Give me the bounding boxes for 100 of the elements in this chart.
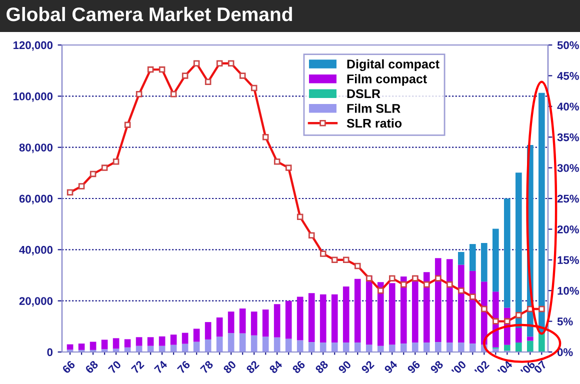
bar xyxy=(239,333,246,352)
bar xyxy=(204,339,212,352)
x-tick-label: 98 xyxy=(430,360,444,374)
bar xyxy=(331,342,338,352)
bar xyxy=(388,344,396,352)
bar xyxy=(446,342,453,352)
bar xyxy=(516,342,522,352)
bar xyxy=(492,228,499,292)
x-tick-label: 80 xyxy=(222,360,237,374)
legend-label: DSLR xyxy=(347,89,380,98)
x-tick-label: 88 xyxy=(314,360,329,374)
bar xyxy=(228,333,234,352)
y2-tick-label: 40% xyxy=(557,102,579,111)
bar xyxy=(250,312,258,336)
x-tick-label: '00 xyxy=(451,360,467,376)
bar xyxy=(434,342,442,352)
x-tick-label: '04 xyxy=(497,360,513,376)
bar xyxy=(412,342,418,352)
bar xyxy=(112,338,120,349)
x-tick-label: 78 xyxy=(200,360,214,374)
y-tick-label: 0 xyxy=(47,348,53,356)
bar xyxy=(228,312,234,334)
x-tick-label: 96 xyxy=(406,360,421,374)
bar xyxy=(262,310,269,337)
bar xyxy=(538,334,545,352)
bar xyxy=(480,243,488,282)
bar xyxy=(492,348,499,352)
bar xyxy=(250,335,258,352)
bar xyxy=(308,342,315,352)
legend-label: Film SLR xyxy=(347,104,400,113)
bar xyxy=(239,308,246,334)
bar xyxy=(458,252,464,265)
bar xyxy=(262,336,269,352)
bar xyxy=(136,337,142,346)
bar xyxy=(78,344,85,350)
legend-label: Digital compact xyxy=(347,59,440,72)
bar xyxy=(342,342,350,352)
y-tick-label: 100,000 xyxy=(14,92,53,102)
y2-tick-label: 25% xyxy=(557,194,579,203)
y-tick-label: 20,000 xyxy=(19,297,53,307)
bar xyxy=(469,344,476,352)
x-tick-label: '02 xyxy=(474,360,490,376)
bar xyxy=(320,342,326,352)
y2-tick-label: 0% xyxy=(557,348,573,356)
bar xyxy=(285,300,292,339)
y2-tick-label: 30% xyxy=(557,164,579,172)
x-tick-label: 07 xyxy=(533,360,548,374)
chart-title: Global Camera Market Demand xyxy=(6,6,292,22)
bar xyxy=(527,340,534,352)
x-tick-label: 68 xyxy=(84,360,99,374)
bar xyxy=(182,332,188,344)
bar xyxy=(204,322,212,340)
bar xyxy=(354,342,361,352)
bar xyxy=(274,304,280,338)
bar xyxy=(354,278,361,343)
bar xyxy=(216,317,223,337)
y2-tick-label: 20% xyxy=(557,225,579,234)
bar xyxy=(331,294,338,343)
bar xyxy=(90,342,96,350)
bar xyxy=(458,264,464,343)
bar xyxy=(423,342,430,352)
x-tick-label: 70 xyxy=(108,360,122,374)
y-tick-label: 60,000 xyxy=(19,194,53,204)
y2-tick-label: 10% xyxy=(558,286,579,295)
bar xyxy=(400,276,407,344)
bar xyxy=(469,244,476,271)
bar xyxy=(516,328,522,343)
legend-label: Film compact xyxy=(347,74,427,86)
bar xyxy=(342,286,350,343)
x-tick-label: 76 xyxy=(176,360,191,374)
x-tick-label: 72 xyxy=(130,360,144,374)
bar xyxy=(216,336,223,352)
bar xyxy=(446,259,453,343)
bar xyxy=(400,344,407,352)
bar xyxy=(538,92,545,334)
x-tick-label: 86 xyxy=(292,360,306,374)
y2-tick-label: 5% xyxy=(557,318,573,326)
bar xyxy=(516,172,522,328)
y2-tick-label: 35% xyxy=(557,133,579,142)
y-tick-label: 40,000 xyxy=(19,246,53,256)
y-tick-label: 120,000 xyxy=(14,41,53,51)
x-tick-label: 94 xyxy=(384,360,398,374)
y2-tick-label: 15% xyxy=(558,256,579,264)
bar xyxy=(434,258,442,342)
bar xyxy=(147,337,154,346)
bar xyxy=(285,338,292,352)
x-tick-label: 74 xyxy=(154,360,168,374)
bar xyxy=(274,337,280,352)
bar xyxy=(388,283,396,345)
bar xyxy=(366,344,372,352)
y2-tick-label: 50% xyxy=(557,41,579,50)
bar xyxy=(320,294,326,343)
x-tick-label: 92 xyxy=(360,360,375,374)
y2-tick-label: 45% xyxy=(557,72,579,80)
bar xyxy=(296,296,304,340)
x-tick-label: 84 xyxy=(268,360,283,374)
bar xyxy=(101,340,108,350)
bar xyxy=(124,339,131,348)
bar xyxy=(158,336,166,346)
bar xyxy=(527,336,534,341)
